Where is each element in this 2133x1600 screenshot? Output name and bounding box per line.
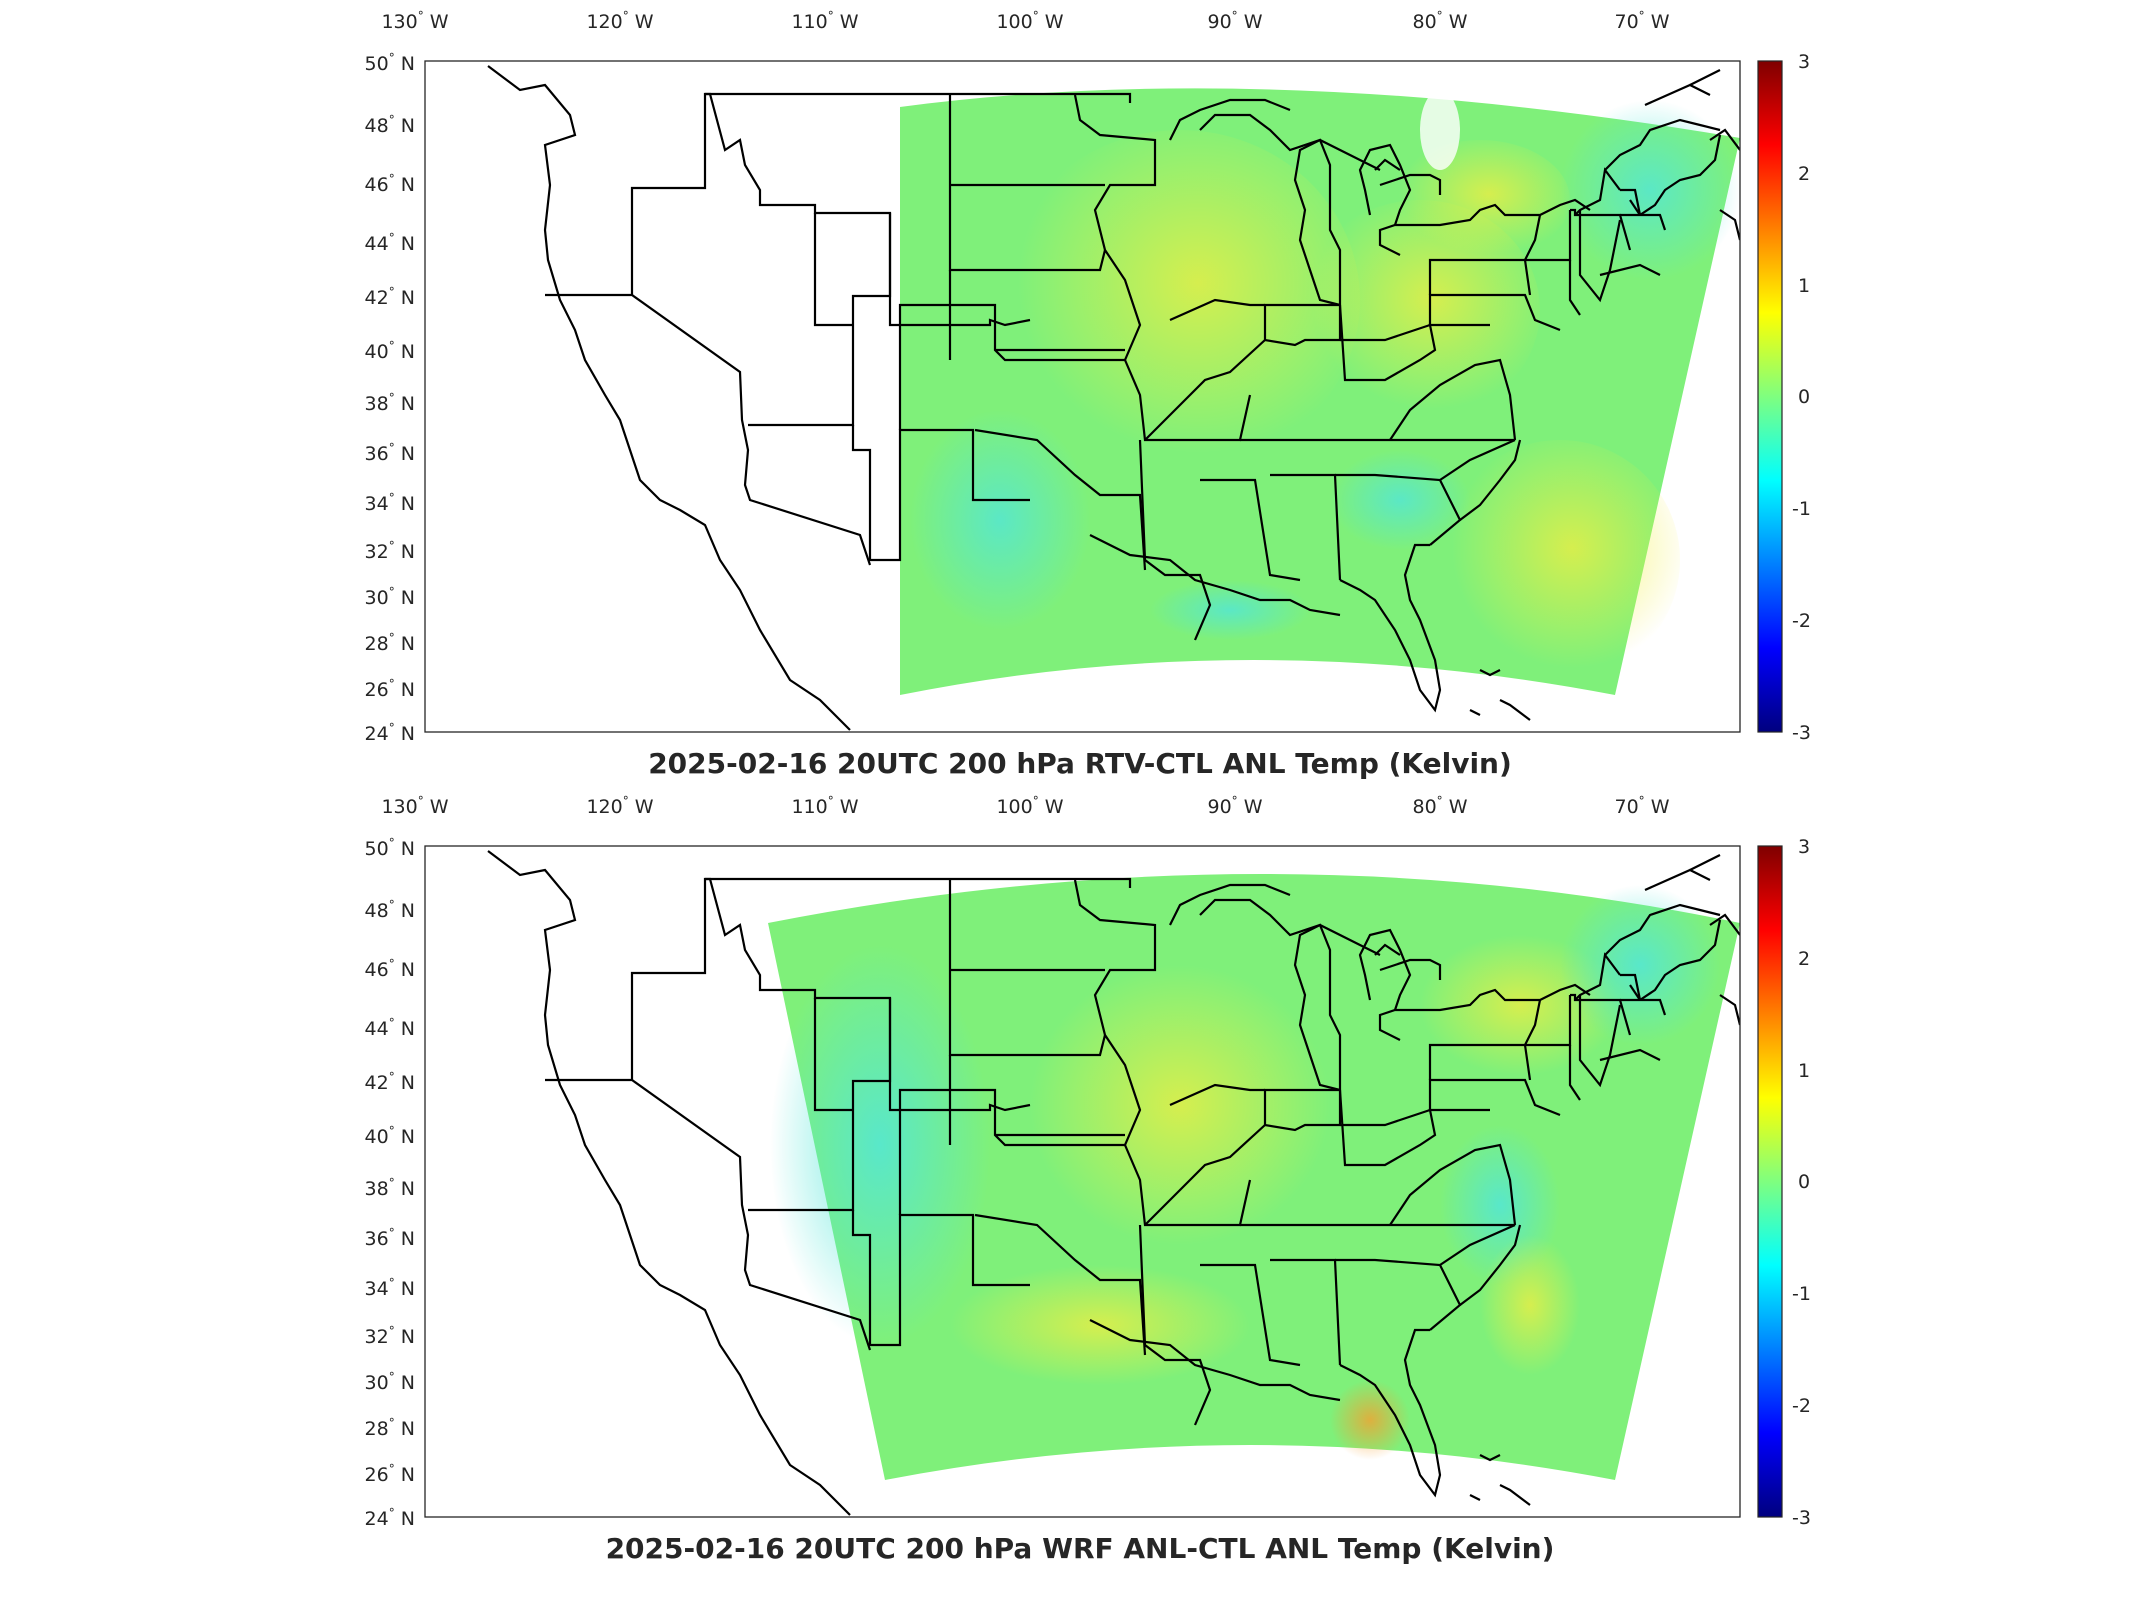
svg-text:30° N: 30° N bbox=[365, 585, 415, 609]
svg-text:36° N: 36° N bbox=[365, 441, 415, 465]
latitude-labels: 50° N 48° N 46° N 44° N 42° N 40° N 38° … bbox=[365, 51, 415, 745]
colorbar-tick: 0 bbox=[1798, 386, 1810, 408]
colorbar-tick: -1 bbox=[1792, 498, 1811, 520]
lon-label-110: 110° W bbox=[791, 9, 858, 33]
svg-text:28° N: 28° N bbox=[365, 631, 415, 655]
colorbar-tick: -1 bbox=[1792, 1283, 1811, 1305]
svg-text:34° N: 34° N bbox=[365, 1276, 415, 1300]
map-frame bbox=[424, 60, 1741, 733]
colorbar-gradient bbox=[1757, 845, 1783, 1518]
temperature-difference-field bbox=[768, 874, 1740, 1480]
colorbar-tick: -3 bbox=[1792, 722, 1811, 744]
lon-label-80: 80° W bbox=[1412, 9, 1467, 33]
lon-label-70: 70° W bbox=[1614, 9, 1669, 33]
svg-text:38° N: 38° N bbox=[365, 391, 415, 415]
svg-text:44° N: 44° N bbox=[365, 1016, 415, 1040]
state-boundaries bbox=[487, 65, 1740, 731]
colorbar: 3 2 1 0 -1 -2 -3 bbox=[1757, 51, 1811, 744]
svg-text:48° N: 48° N bbox=[365, 898, 415, 922]
colorbar-tick: -2 bbox=[1792, 610, 1811, 632]
svg-text:32° N: 32° N bbox=[365, 1324, 415, 1348]
svg-text:50° N: 50° N bbox=[365, 836, 415, 860]
colorbar-tick: 1 bbox=[1798, 1060, 1810, 1082]
lon-label-130: 130° W bbox=[381, 794, 448, 818]
svg-text:50° N: 50° N bbox=[365, 51, 415, 75]
bottom-map-panel: 130° W 120° W 110° W 100° W 90° W 80° W … bbox=[0, 785, 2133, 1585]
svg-text:38° N: 38° N bbox=[365, 1176, 415, 1200]
svg-text:26° N: 26° N bbox=[365, 677, 415, 701]
longitude-labels: 130° W 120° W 110° W 100° W 90° W 80° W … bbox=[381, 794, 1669, 818]
top-map-panel: 130° W 120° W 110° W 100° W 90° W 80° W … bbox=[365, 9, 1811, 780]
map-frame bbox=[424, 845, 1741, 1518]
svg-text:40° N: 40° N bbox=[365, 339, 415, 363]
svg-text:34° N: 34° N bbox=[365, 491, 415, 515]
lon-label-120: 120° W bbox=[586, 9, 653, 33]
map-title: 2025-02-16 20UTC 200 hPa RTV-CTL ANL Tem… bbox=[648, 747, 1512, 780]
lon-label-90: 90° W bbox=[1207, 9, 1262, 33]
lon-label-80: 80° W bbox=[1412, 794, 1467, 818]
colorbar-tick: 3 bbox=[1798, 51, 1810, 73]
svg-text:30° N: 30° N bbox=[365, 1370, 415, 1394]
svg-text:46° N: 46° N bbox=[365, 957, 415, 981]
svg-text:44° N: 44° N bbox=[365, 231, 415, 255]
bottom-map-figure: 130° W 120° W 110° W 100° W 90° W 80° W … bbox=[365, 794, 1811, 1565]
svg-text:46° N: 46° N bbox=[365, 172, 415, 196]
colorbar-tick: 3 bbox=[1798, 836, 1810, 858]
state-boundaries bbox=[487, 850, 1740, 1516]
svg-text:36° N: 36° N bbox=[365, 1226, 415, 1250]
svg-text:32° N: 32° N bbox=[365, 539, 415, 563]
colorbar-tick: 0 bbox=[1798, 1171, 1810, 1193]
svg-text:42° N: 42° N bbox=[365, 285, 415, 309]
colorbar-gradient bbox=[1757, 60, 1783, 733]
longitude-labels: 130° W 120° W 110° W 100° W 90° W 80° W … bbox=[381, 9, 1669, 33]
svg-text:24° N: 24° N bbox=[365, 721, 415, 745]
colorbar-tick: -3 bbox=[1792, 1507, 1811, 1529]
svg-text:28° N: 28° N bbox=[365, 1416, 415, 1440]
temperature-difference-field bbox=[900, 88, 1740, 696]
lon-label-70: 70° W bbox=[1614, 794, 1669, 818]
lon-label-100: 100° W bbox=[996, 794, 1063, 818]
lon-label-90: 90° W bbox=[1207, 794, 1262, 818]
lon-label-130: 130° W bbox=[381, 9, 448, 33]
lon-label-120: 120° W bbox=[586, 794, 653, 818]
map-title: 2025-02-16 20UTC 200 hPa WRF ANL-CTL ANL… bbox=[606, 1532, 1555, 1565]
lon-label-100: 100° W bbox=[996, 9, 1063, 33]
top-map-figure: 130° W 120° W 110° W 100° W 90° W 80° W … bbox=[365, 9, 1811, 780]
svg-text:24° N: 24° N bbox=[365, 1506, 415, 1530]
colorbar: 3 2 1 0 -1 -2 -3 bbox=[1757, 836, 1811, 1529]
latitude-labels: 50° N 48° N 46° N 44° N 42° N 40° N 38° … bbox=[365, 836, 415, 1530]
lon-label-110: 110° W bbox=[791, 794, 858, 818]
colorbar-tick: -2 bbox=[1792, 1395, 1811, 1417]
svg-text:48° N: 48° N bbox=[365, 113, 415, 137]
colorbar-tick: 2 bbox=[1798, 163, 1810, 185]
colorbar-tick: 1 bbox=[1798, 275, 1810, 297]
svg-text:26° N: 26° N bbox=[365, 1462, 415, 1486]
colorbar-tick: 2 bbox=[1798, 948, 1810, 970]
svg-text:40° N: 40° N bbox=[365, 1124, 415, 1148]
svg-text:42° N: 42° N bbox=[365, 1070, 415, 1094]
